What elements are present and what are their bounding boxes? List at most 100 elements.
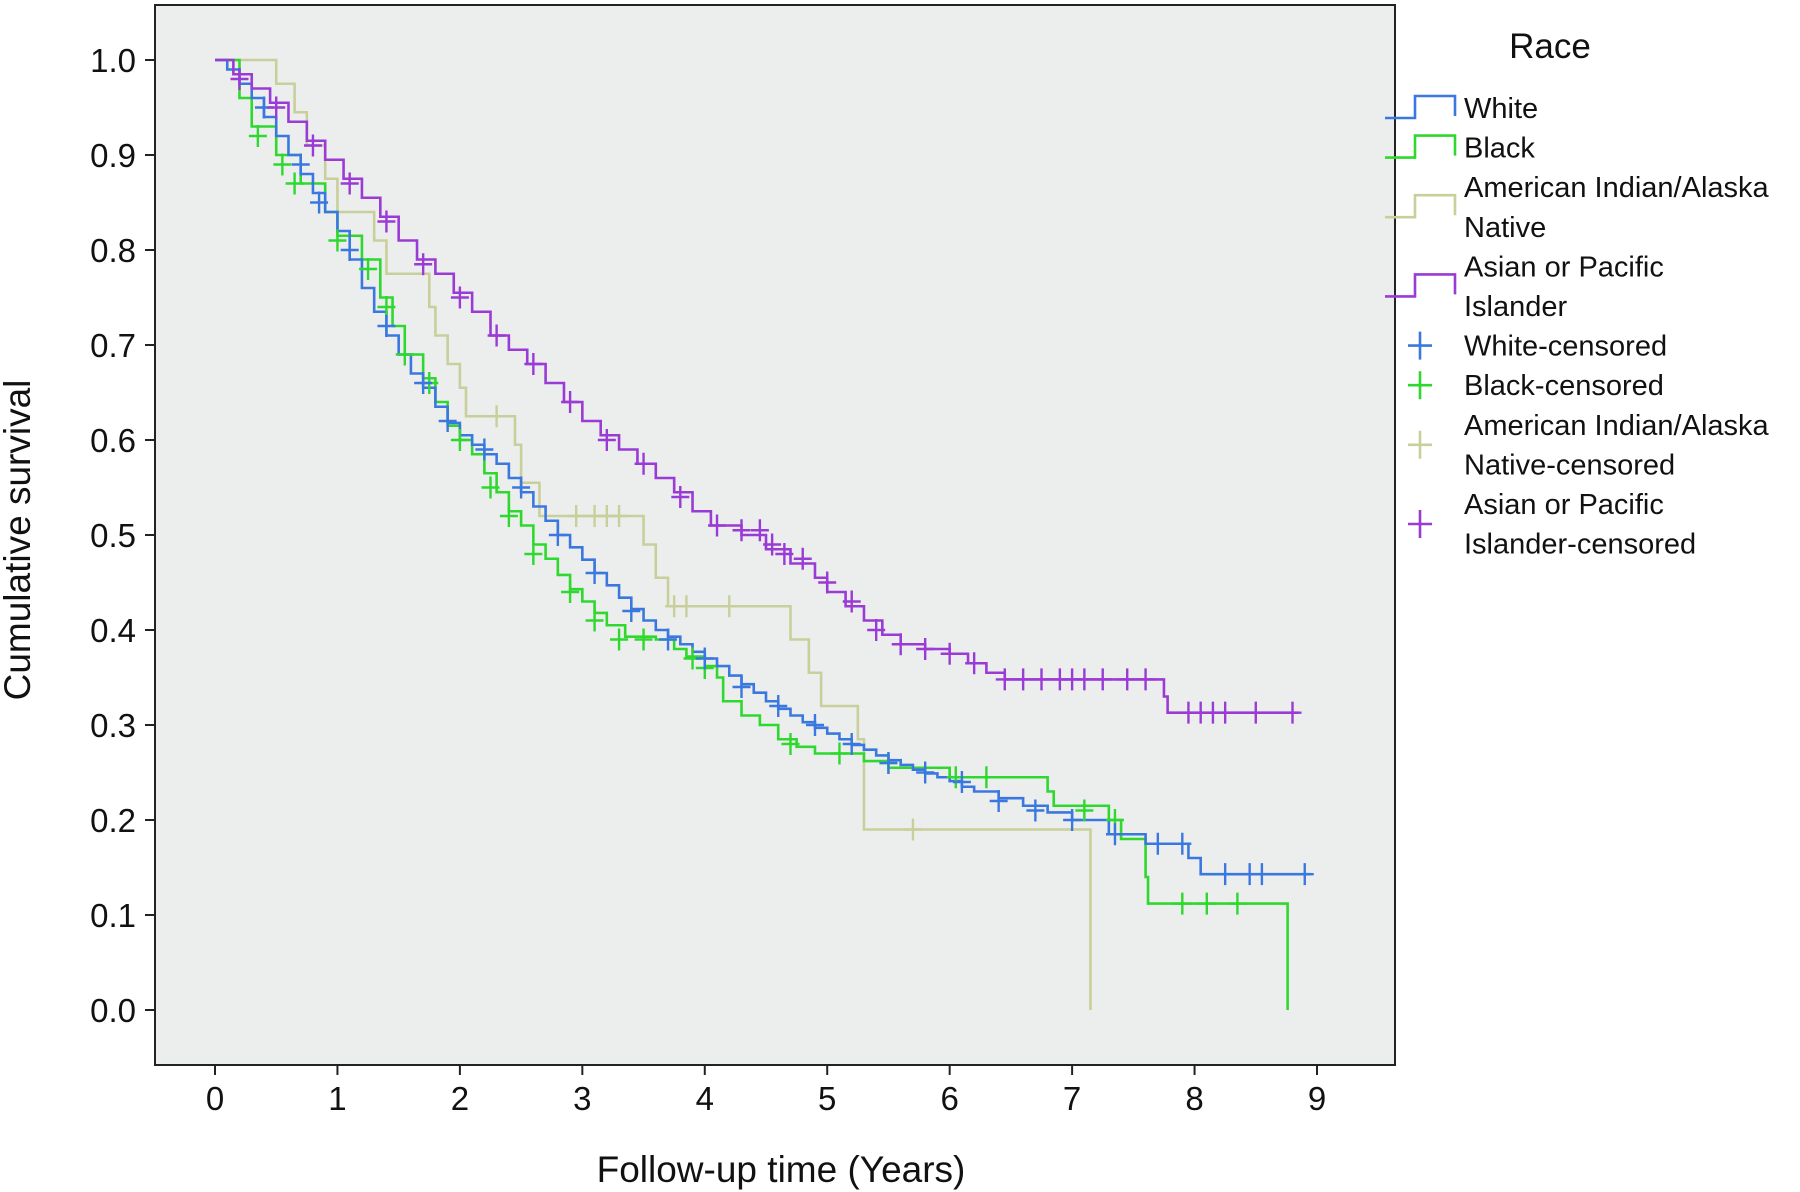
censor-mark — [561, 391, 580, 413]
x-tick-label: 9 — [1308, 1080, 1326, 1117]
series-layer — [215, 58, 1311, 1010]
censor-mark — [267, 96, 286, 119]
y-axis-title: Cumulative survival — [0, 380, 38, 701]
censor-mark — [230, 68, 249, 90]
censor-mark — [867, 619, 886, 641]
censor-mark — [450, 429, 469, 451]
censor-mark — [567, 505, 586, 527]
x-tick-label: 7 — [1063, 1080, 1081, 1117]
legend-censor-symbol — [1408, 430, 1432, 459]
y-tick-label: 0.1 — [90, 897, 136, 934]
censor-mark — [708, 514, 727, 537]
censor-mark — [1216, 863, 1235, 886]
censor-mark — [1283, 701, 1302, 724]
legend-entry-label: Native-censored — [1464, 449, 1675, 481]
censor-mark — [524, 353, 543, 375]
survival-curve-american-indian-alaska-native — [215, 58, 1092, 1010]
y-tick-label: 0.3 — [90, 707, 136, 744]
censor-mark — [842, 590, 861, 613]
legend-entry-label: Asian or Pacific — [1464, 251, 1664, 283]
y-tick-label: 1.0 — [90, 42, 136, 79]
censor-mark — [1105, 823, 1124, 846]
y-tick-label: 0.4 — [90, 612, 136, 649]
censor-mark — [273, 153, 292, 176]
censor-mark — [1246, 701, 1265, 724]
x-tick-label: 4 — [696, 1080, 714, 1117]
legend-entry-label: Black — [1464, 133, 1535, 165]
censor-mark — [634, 452, 653, 475]
censor-mark — [414, 253, 433, 276]
legend-entry-label: White — [1464, 93, 1538, 125]
censor-mark — [769, 695, 788, 717]
legend-title: Race — [1509, 27, 1591, 66]
censor-mark — [1252, 863, 1271, 886]
censor-mark — [952, 771, 971, 793]
censor-mark — [585, 609, 604, 632]
x-axis-title: Follow-up time (Years) — [597, 1149, 966, 1190]
censor-mark — [395, 343, 414, 366]
survival-curve-asian-or-pacific-islander — [215, 58, 1299, 714]
legend-entry-label: American Indian/Alaska — [1464, 172, 1770, 204]
censor-marks-layer — [230, 68, 1314, 915]
legend-entry-label: Asian or Pacific — [1464, 489, 1664, 521]
censor-mark — [377, 210, 396, 233]
censor-mark — [634, 628, 653, 651]
censor-mark — [805, 714, 824, 736]
censor-mark — [995, 668, 1014, 691]
censor-mark — [481, 476, 500, 499]
censor-mark — [677, 595, 696, 618]
censor-mark — [732, 676, 751, 698]
legend-entry-label: American Indian/Alaska — [1464, 410, 1770, 442]
censor-mark — [303, 134, 322, 157]
censor-mark — [377, 296, 396, 318]
censor-mark — [793, 547, 812, 570]
x-tick-label: 0 — [206, 1080, 224, 1117]
censor-mark — [659, 628, 678, 651]
censor-mark — [1228, 892, 1247, 915]
y-tick-label: 0.8 — [90, 232, 136, 269]
censor-mark — [340, 172, 359, 195]
censor-mark — [695, 647, 714, 670]
censor-mark — [879, 752, 898, 774]
legend-entry-label: Native — [1464, 212, 1546, 244]
censor-mark — [610, 505, 629, 527]
censor-mark — [487, 324, 506, 347]
legend-entry-label: Islander-censored — [1464, 529, 1696, 561]
censor-mark — [671, 486, 690, 508]
censor-mark — [359, 258, 378, 280]
censor-mark — [285, 172, 304, 195]
censor-mark — [1075, 668, 1094, 691]
censor-mark — [977, 766, 996, 789]
censor-mark — [340, 239, 359, 261]
censor-mark — [561, 581, 580, 603]
x-tick-label: 8 — [1185, 1080, 1203, 1117]
censor-mark — [916, 638, 935, 660]
censor-mark — [916, 761, 935, 784]
legend-entry-label: Black-censored — [1464, 370, 1664, 402]
y-tick-label: 0.2 — [90, 802, 136, 839]
y-tick-label: 0.7 — [90, 327, 136, 364]
censor-mark — [610, 628, 629, 651]
censor-mark — [842, 733, 861, 755]
censor-mark — [903, 818, 922, 841]
legend-entry-label: Islander — [1464, 291, 1568, 323]
censor-mark — [989, 790, 1008, 812]
x-tick-label: 5 — [818, 1080, 836, 1117]
censor-mark — [487, 405, 506, 428]
censor-mark — [1197, 892, 1216, 915]
y-tick-label: 0.5 — [90, 517, 136, 554]
censor-mark — [1032, 668, 1051, 691]
x-tick-label: 6 — [940, 1080, 958, 1117]
censor-mark — [732, 519, 751, 542]
censor-mark — [622, 600, 641, 622]
survival-curve-white — [215, 58, 1311, 876]
censor-mark — [781, 733, 800, 755]
censor-mark — [585, 562, 604, 584]
censor-mark — [291, 153, 310, 176]
legend-censor-symbol — [1408, 371, 1432, 400]
censor-mark — [450, 286, 469, 309]
censor-mark — [524, 543, 543, 565]
legend-step-symbol — [1385, 134, 1457, 159]
censor-mark — [830, 742, 849, 765]
